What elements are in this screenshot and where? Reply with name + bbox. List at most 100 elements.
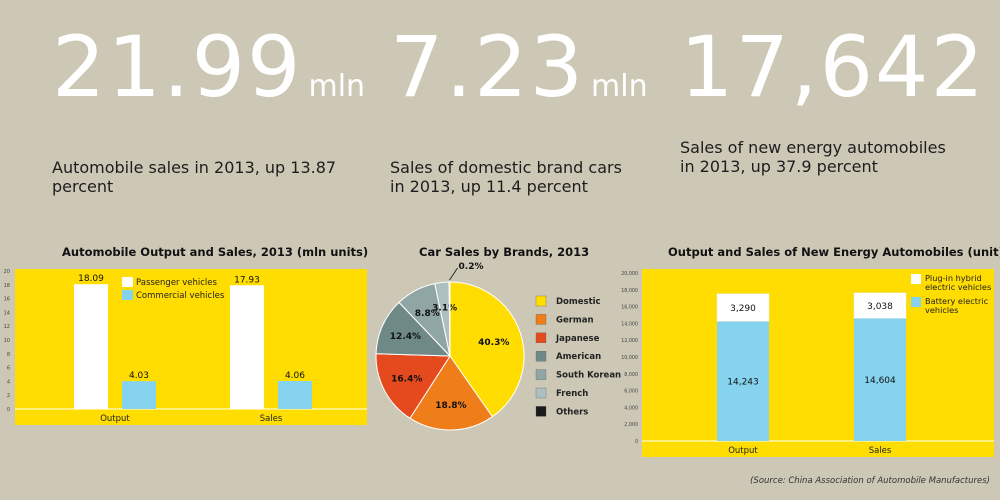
stat-domestic-sales: 7.23 mln Sales of domestic brand cars in … bbox=[390, 18, 648, 196]
chart3-y-tick-label: 2,000 bbox=[624, 422, 638, 428]
chart1-legend-swatch bbox=[122, 290, 133, 300]
pie-legend-swatch bbox=[535, 295, 547, 307]
stat-desc-line: Sales of new energy automobiles bbox=[680, 138, 946, 157]
chart3-data-label: 14,243 bbox=[727, 378, 759, 388]
pie-legend-swatch bbox=[535, 369, 547, 380]
chart1-bar-commercial bbox=[278, 380, 312, 409]
chart1-legend-label: Passenger vehicles bbox=[136, 278, 218, 288]
pie-legend-swatch bbox=[535, 314, 547, 325]
chart1-x-tick-label: Sales bbox=[260, 414, 283, 424]
stat-description: Automobile sales in 2013, up 13.87 perce… bbox=[52, 158, 365, 196]
chart3-title: Output and Sales of New Energy Automobil… bbox=[668, 245, 1000, 259]
chart3-legend-label: vehicles bbox=[925, 305, 958, 315]
chart3-x-tick-label: Sales bbox=[869, 446, 892, 456]
chart1-y-tick-label: 20 bbox=[4, 269, 10, 275]
chart1-y-tick-label: 10 bbox=[4, 338, 10, 344]
chart3-y-tick-label: 20,000 bbox=[621, 271, 638, 277]
chart3-legend-label: Battery electric bbox=[925, 296, 988, 306]
chart1-bar-passenger bbox=[74, 284, 108, 409]
chart3-y-tick-label: 8,000 bbox=[624, 372, 638, 378]
chart3-y-tick-label: 4,000 bbox=[624, 405, 638, 411]
stat-new-energy-sales: 17,642 Sales of new energy automobiles i… bbox=[680, 18, 986, 176]
stat-value: 17,642 bbox=[680, 18, 986, 116]
chart3-y-tick-label: 10,000 bbox=[621, 355, 638, 361]
pie-slice-label: 0.2% bbox=[459, 262, 484, 272]
chart3-data-label: 3,290 bbox=[730, 304, 756, 314]
chart1-y-tick-label: 12 bbox=[4, 324, 10, 330]
pie-slice-label: 40.3% bbox=[478, 338, 509, 348]
pie-legend-label: Others bbox=[556, 407, 588, 417]
chart1-bar-commercial bbox=[122, 381, 156, 409]
pie-slice-label: 16.4% bbox=[391, 375, 422, 385]
chart1-data-label: 4.06 bbox=[285, 371, 305, 381]
chart3-data-label: 3,038 bbox=[867, 302, 893, 312]
chart3-legend-swatch bbox=[911, 274, 921, 284]
source-note: (Source: China Association of Automobile… bbox=[750, 476, 990, 486]
pie-slice-japanese bbox=[375, 353, 451, 419]
pie-legend-swatch bbox=[535, 387, 547, 399]
chart3-y-tick-label: 6,000 bbox=[624, 389, 638, 395]
chart1-y-tick-label: 18 bbox=[4, 283, 10, 289]
chart3-y-tick-label: 18,000 bbox=[621, 288, 638, 294]
pie-slice-others bbox=[448, 281, 451, 357]
chart3-bar-plug-in-hybrid bbox=[853, 292, 907, 319]
chart1-bar-passenger bbox=[230, 285, 264, 409]
stat-desc-line: Sales of domestic brand cars bbox=[390, 158, 622, 177]
chart3-bar-battery-electric bbox=[717, 321, 769, 441]
stat-desc-line: in 2013, up 37.9 percent bbox=[680, 157, 878, 176]
chart3-bar-plug-in-hybrid bbox=[716, 293, 770, 322]
pie-slice-label: 12.4% bbox=[390, 332, 421, 342]
pie-legend-label: German bbox=[556, 315, 594, 325]
chart1-y-tick-label: 8 bbox=[7, 352, 10, 358]
chart1-y-tick-label: 2 bbox=[7, 393, 10, 399]
chart3-legend-label: Plug-in hybrid bbox=[925, 273, 982, 283]
chart2-title: Car Sales by Brands, 2013 bbox=[419, 245, 590, 259]
stat-desc-line: Automobile sales in 2013, up 13.87 bbox=[52, 158, 337, 177]
chart3-x-tick-label: Output bbox=[728, 446, 758, 456]
stat-unit: mln bbox=[308, 69, 366, 104]
stat-description: Sales of domestic brand cars in 2013, up… bbox=[390, 158, 648, 196]
pie-legend-label: Japanese bbox=[555, 334, 600, 344]
pie-legend-label: American bbox=[556, 352, 601, 362]
chart1-y-tick-label: 0 bbox=[7, 407, 10, 413]
chart3-y-tick-label: 16,000 bbox=[621, 305, 638, 311]
pie-legend-swatch bbox=[535, 351, 547, 362]
chart3-y-tick-label: 12,000 bbox=[621, 338, 638, 344]
chart3-legend-label: electric vehicles bbox=[925, 282, 991, 292]
pie-slice-american bbox=[375, 301, 452, 357]
pie-legend-swatch bbox=[535, 406, 547, 417]
chart3-plot-area bbox=[642, 269, 994, 457]
pie-legend-label: Domestic bbox=[556, 297, 601, 307]
chart1-y-tick-label: 4 bbox=[7, 379, 10, 385]
pie-slice-label: 18.8% bbox=[435, 401, 466, 411]
pie-slice-label: 3.1% bbox=[432, 303, 457, 313]
stat-desc-line: in 2013, up 11.4 percent bbox=[390, 177, 588, 196]
chart1-data-label: 4.03 bbox=[129, 371, 149, 381]
chart1-x-tick-label: Output bbox=[100, 414, 130, 424]
pie-slice-label: 8.8% bbox=[415, 309, 440, 319]
stat-unit: mln bbox=[591, 69, 648, 104]
pie-slice-german bbox=[409, 355, 494, 431]
chart3-y-tick-label: 0 bbox=[635, 439, 638, 445]
chart1-y-tick-label: 14 bbox=[4, 310, 10, 316]
pie-legend-swatch bbox=[535, 332, 547, 343]
chart1-legend-label: Commercial vehicles bbox=[136, 291, 225, 301]
chart3-data-label: 14,604 bbox=[864, 376, 896, 386]
stat-total-sales: 21.99 mln Automobile sales in 2013, up 13… bbox=[52, 18, 365, 196]
stat-desc-line: percent bbox=[52, 177, 114, 196]
pie-slice-domestic bbox=[449, 281, 525, 418]
chart1-data-label: 17.93 bbox=[234, 275, 260, 285]
chart1-data-label: 18.09 bbox=[78, 274, 104, 284]
stat-value: 21.99 mln bbox=[52, 18, 366, 116]
chart3-y-tick-label: 14,000 bbox=[621, 321, 638, 327]
chart1-legend-swatch bbox=[122, 277, 133, 287]
chart1-y-tick-label: 6 bbox=[7, 366, 10, 372]
chart1-y-tick-label: 16 bbox=[4, 297, 10, 303]
chart1-title: Automobile Output and Sales, 2013 (mln u… bbox=[62, 245, 369, 259]
pie-legend-label: French bbox=[556, 389, 588, 399]
stat-description: Sales of new energy automobiles in 2013,… bbox=[680, 138, 986, 176]
pie-leader-line bbox=[449, 267, 458, 281]
stat-value: 7.23 mln bbox=[390, 18, 648, 116]
chart3-bar-battery-electric bbox=[854, 318, 906, 441]
